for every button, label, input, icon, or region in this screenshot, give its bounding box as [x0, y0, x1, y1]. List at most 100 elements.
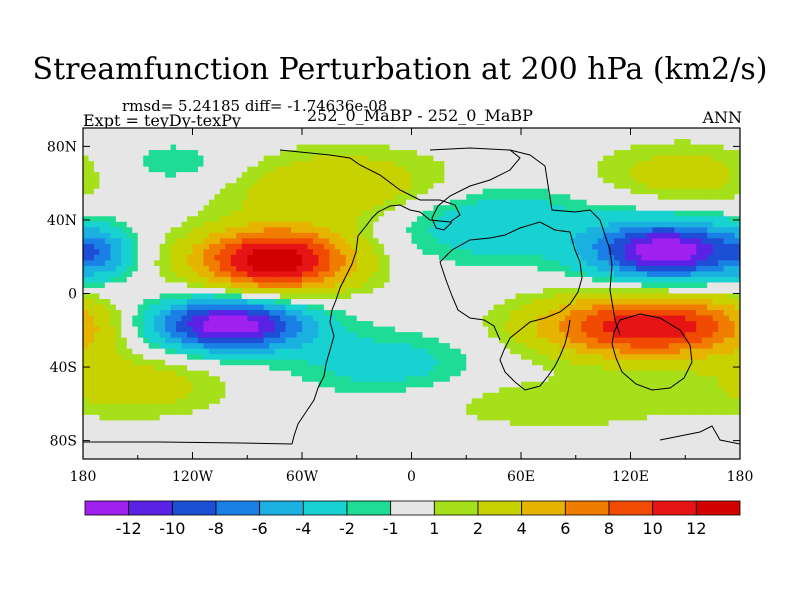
field-cell [460, 321, 467, 328]
field-cell [236, 139, 243, 146]
field-cell [493, 304, 500, 311]
field-cell [104, 205, 111, 212]
field-cell [652, 232, 659, 239]
field-cell [422, 188, 429, 195]
field-cell [608, 287, 615, 295]
field-cell [170, 271, 177, 278]
field-cell [499, 310, 506, 317]
field-cell [165, 177, 172, 184]
field-cell [165, 254, 172, 261]
field-cell [701, 332, 708, 339]
field-cell [203, 210, 210, 217]
field-cell [641, 260, 648, 267]
field-cell [526, 310, 533, 317]
field-cell [154, 354, 161, 361]
field-cell [416, 172, 424, 179]
field-cell [367, 232, 374, 239]
field-cell [340, 155, 347, 162]
field-cell [471, 354, 478, 361]
field-cell [674, 210, 681, 217]
field-cell [165, 216, 172, 223]
field-cell [247, 227, 254, 234]
field-cell [510, 315, 517, 322]
field-cell [356, 321, 363, 328]
field-cell [88, 287, 95, 295]
field-cell [285, 271, 292, 278]
field-cell [460, 155, 467, 162]
field-cell [389, 337, 396, 344]
field-cell [592, 343, 599, 350]
field-cell [499, 150, 506, 157]
field-cell [493, 265, 500, 273]
field-cell [668, 205, 675, 212]
field-cell [729, 155, 736, 162]
field-cell [674, 260, 681, 267]
field-cell [537, 343, 544, 350]
field-cell [477, 354, 484, 361]
field-cell [619, 315, 626, 322]
field-cell [334, 354, 341, 361]
field-cell [126, 243, 133, 250]
field-cell [411, 166, 418, 173]
field-cell [471, 260, 478, 267]
field-cell [570, 199, 577, 206]
field-cell [657, 205, 664, 212]
field-cell [548, 166, 555, 173]
field-cell [559, 166, 566, 173]
field-cell [88, 199, 95, 206]
field-cell [241, 304, 248, 311]
field-cell [285, 326, 292, 333]
field-cell [416, 232, 424, 239]
field-cell [586, 348, 593, 355]
field-cell [548, 282, 555, 289]
field-cell [170, 337, 177, 344]
field-cell [296, 243, 303, 250]
field-cell [247, 293, 254, 300]
field-cell [674, 216, 681, 223]
field-cell [214, 155, 221, 162]
field-cell [329, 216, 336, 223]
field-cell [329, 144, 336, 151]
field-cell [356, 282, 363, 289]
field-cell [422, 243, 429, 250]
field-cell [641, 271, 648, 278]
field-cell [641, 139, 648, 146]
field-cell [159, 172, 166, 179]
field-cell [329, 304, 336, 311]
field-cell [373, 354, 380, 361]
field-cell [685, 260, 692, 267]
field-cell [252, 315, 259, 322]
field-cell [581, 232, 588, 239]
field-cell [208, 287, 215, 295]
field-cell [170, 260, 177, 267]
field-cell [718, 238, 725, 245]
field-cell [482, 343, 489, 350]
field-cell [455, 249, 462, 256]
field-cell [444, 337, 451, 344]
field-cell [389, 188, 396, 195]
field-cell [378, 238, 385, 245]
field-cell [334, 188, 341, 195]
field-cell [340, 133, 347, 140]
field-cell [411, 199, 418, 206]
field-cell [438, 133, 445, 140]
field-cell [362, 183, 369, 190]
field-cell [411, 304, 418, 311]
field-cell [104, 183, 111, 190]
field-cell [252, 304, 259, 311]
field-cell [291, 205, 298, 212]
field-cell [187, 304, 194, 311]
field-cell [438, 354, 445, 361]
field-cell [258, 315, 265, 322]
field-cell [466, 326, 473, 333]
field-cell [176, 216, 183, 223]
field-cell [280, 194, 287, 201]
field-cell [608, 194, 615, 201]
field-cell [657, 260, 664, 267]
field-cell [373, 183, 380, 190]
field-cell [126, 155, 133, 162]
field-cell [734, 348, 740, 355]
field-cell [526, 254, 533, 261]
field-cell [329, 254, 336, 261]
field-cell [438, 249, 445, 256]
